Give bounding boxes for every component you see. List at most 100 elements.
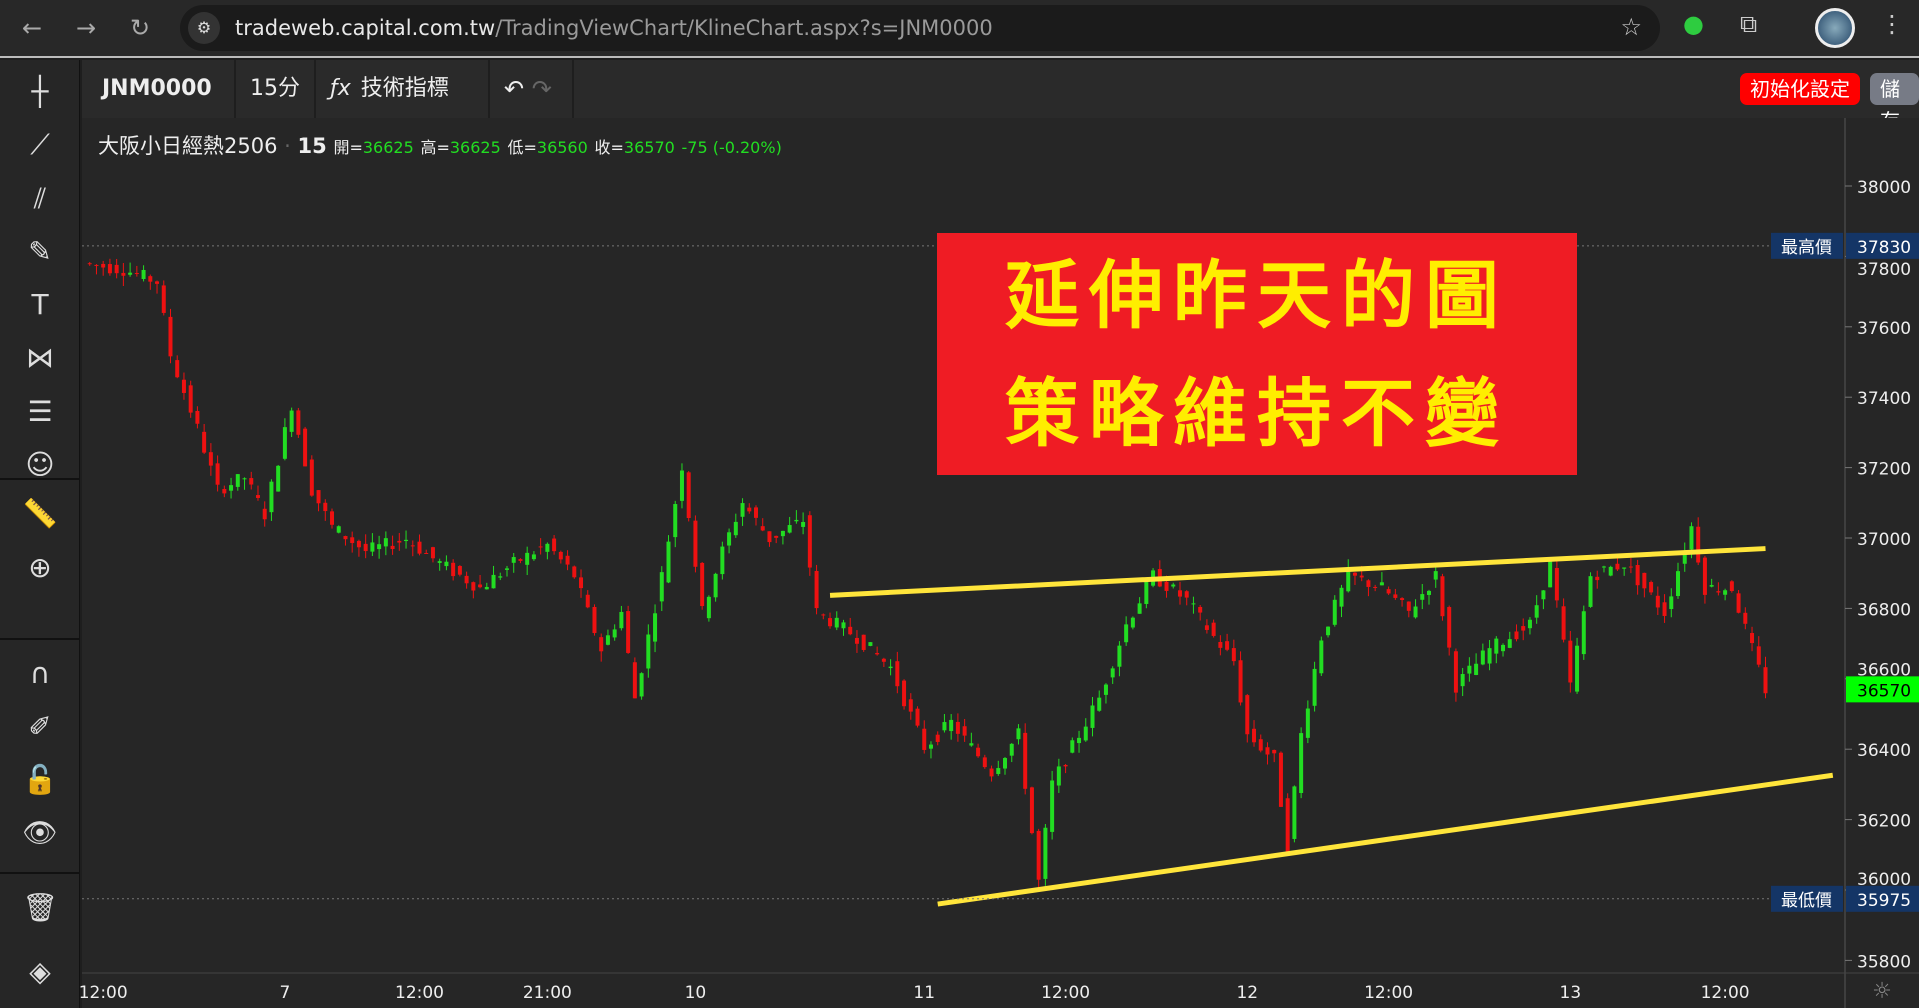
candle-body xyxy=(1669,596,1674,610)
url-text[interactable]: tradeweb.capital.com.tw/TradingViewChart… xyxy=(235,16,993,40)
reset-settings-button[interactable]: 初始化設定 xyxy=(1740,73,1860,105)
redo-icon[interactable]: ↷ xyxy=(531,75,552,103)
candle-body xyxy=(1575,645,1580,692)
candle-body xyxy=(404,539,409,542)
symbol-button[interactable]: JNM0000 xyxy=(82,60,236,118)
lock-drawing-icon[interactable]: ✐ xyxy=(28,710,52,743)
candle-body xyxy=(1420,594,1425,600)
candle-body xyxy=(1494,638,1499,654)
candle-body xyxy=(1077,737,1082,744)
candle-body xyxy=(1447,607,1452,648)
zoom-in-icon[interactable]: ⊕ xyxy=(28,551,52,584)
candle-body xyxy=(538,546,543,548)
indicators-label: 技術指標 xyxy=(360,76,449,101)
forecast-tool-icon[interactable]: ☰ xyxy=(27,395,53,428)
extensions-icon[interactable]: ⧉ xyxy=(1740,10,1758,38)
banner-line-1: 延伸昨天的圖 xyxy=(1005,253,1509,339)
candle-body xyxy=(1541,590,1546,600)
candle-body xyxy=(579,577,584,589)
x-tick-label: 12:00 xyxy=(1041,983,1090,1003)
share-extension-icon[interactable]: ● xyxy=(1683,10,1704,38)
trendline xyxy=(829,546,1766,598)
candle-body xyxy=(1292,786,1297,839)
candle-body xyxy=(915,708,920,726)
candle-body xyxy=(1124,624,1129,643)
trendline-tool-icon[interactable]: ⟋ xyxy=(30,128,50,161)
candle-body xyxy=(740,503,745,517)
candle-body xyxy=(1009,743,1014,756)
candle-body xyxy=(653,613,658,642)
candle-body xyxy=(1501,644,1506,652)
candle-body xyxy=(552,538,557,552)
candle-body xyxy=(343,536,348,540)
ruler-icon[interactable]: 📏 xyxy=(22,497,58,530)
undo-icon[interactable]: ↶ xyxy=(504,75,525,103)
candle-body xyxy=(168,316,173,357)
y-tick-label: 36200 xyxy=(1857,812,1911,832)
candle-body xyxy=(754,507,758,518)
close-value: 36570 xyxy=(623,138,675,157)
candle-body xyxy=(175,360,180,378)
candle-body xyxy=(976,747,981,757)
candle-body xyxy=(895,661,900,687)
candle-body xyxy=(612,629,617,638)
candle-body xyxy=(969,743,974,746)
low-label: 低= xyxy=(507,138,537,157)
candle-body xyxy=(767,531,772,543)
indicators-button[interactable]: ƒx 技術指標 xyxy=(316,60,490,118)
candle-body xyxy=(114,264,119,274)
y-tick-label: 36000 xyxy=(1857,870,1911,890)
candle-body xyxy=(1763,667,1768,694)
candle-body xyxy=(888,666,893,669)
candle-body xyxy=(1070,740,1075,753)
candle-body xyxy=(87,263,92,265)
magnet-icon[interactable]: ∩ xyxy=(29,657,51,690)
candle-body xyxy=(424,552,429,554)
candle-body xyxy=(1191,603,1196,605)
save-button[interactable]: 儲存 xyxy=(1870,73,1919,133)
candle-body xyxy=(323,502,328,512)
x-tick-label: 12:00 xyxy=(395,983,444,1003)
url-path: /TradingViewChart/KlineChart.aspx?s=JNM0… xyxy=(495,16,993,40)
profile-avatar[interactable] xyxy=(1815,8,1855,48)
candle-body xyxy=(1231,648,1236,662)
y-tick-label: 37200 xyxy=(1857,460,1911,480)
brush-icon[interactable]: ✎ xyxy=(28,235,52,268)
crosshair-icon[interactable]: ┼ xyxy=(31,75,49,108)
candle-body xyxy=(1379,582,1384,586)
back-icon[interactable]: ← xyxy=(21,14,43,42)
candle-body xyxy=(1561,606,1566,640)
unlock-icon[interactable]: 🔓 xyxy=(22,763,58,796)
candle-body xyxy=(330,511,335,525)
candle-body xyxy=(1676,571,1681,597)
x-tick-label: 21:00 xyxy=(523,983,572,1003)
pattern-tool-icon[interactable]: ⋈ xyxy=(26,341,54,374)
candle-body xyxy=(235,474,240,487)
trash-icon[interactable]: 🗑 xyxy=(22,891,58,924)
reload-icon[interactable]: ↻ xyxy=(129,14,151,42)
candle-body xyxy=(807,515,812,568)
candle-body xyxy=(229,485,234,491)
layers-icon[interactable]: ◈ xyxy=(29,955,51,988)
candle-body xyxy=(1319,640,1324,674)
candle-body xyxy=(504,568,509,570)
fib-tool-icon[interactable]: ⫽ xyxy=(33,182,47,215)
candle-body xyxy=(1285,798,1290,852)
interval-button[interactable]: 15分 xyxy=(236,60,316,118)
candle-body xyxy=(262,508,267,520)
candle-body xyxy=(1272,749,1277,754)
text-tool-icon[interactable]: T xyxy=(31,288,49,321)
forward-icon[interactable]: → xyxy=(75,14,97,42)
site-info-icon[interactable]: ⚙ xyxy=(188,12,220,44)
candle-body xyxy=(222,489,227,494)
address-bar[interactable]: ⚙ tradeweb.capital.com.tw/TradingViewCha… xyxy=(180,5,1660,51)
emoji-icon[interactable]: ☺ xyxy=(25,448,55,481)
candle-body xyxy=(1164,581,1169,591)
trendline xyxy=(937,772,1834,907)
menu-icon[interactable]: ⋮ xyxy=(1880,10,1904,38)
bookmark-star-icon[interactable]: ☆ xyxy=(1620,13,1642,41)
candle-body xyxy=(1144,581,1149,604)
candle-body xyxy=(121,272,126,276)
eye-icon[interactable]: 👁 xyxy=(22,816,58,849)
